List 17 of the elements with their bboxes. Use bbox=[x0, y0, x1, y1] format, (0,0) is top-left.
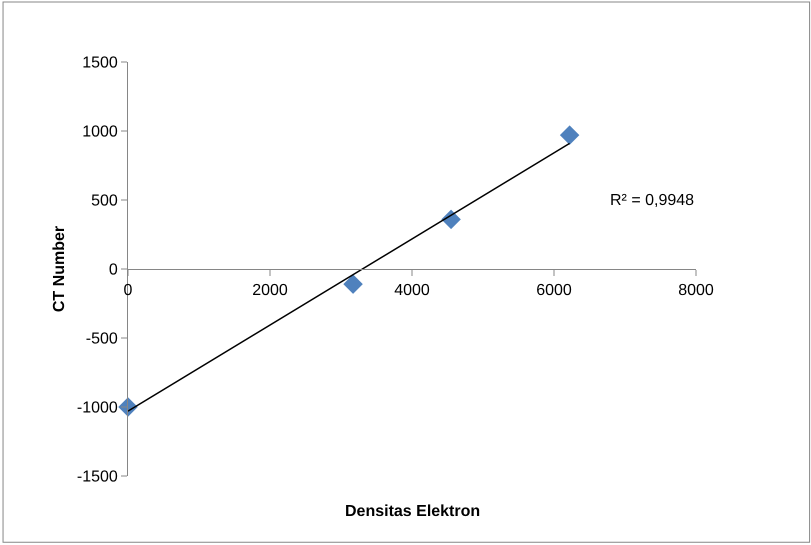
x-tick-label: 8000 bbox=[678, 282, 714, 300]
y-tick-label: -1500 bbox=[76, 468, 118, 486]
x-axis-title: Densitas Elektron bbox=[345, 503, 480, 520]
y-tick-label: 1500 bbox=[82, 54, 118, 72]
y-tick-label: -500 bbox=[86, 330, 118, 348]
x-tick-label: 4000 bbox=[394, 282, 430, 300]
y-tick-label: 500 bbox=[91, 192, 118, 210]
point bbox=[560, 125, 580, 145]
y-tick-label: 1000 bbox=[82, 124, 118, 141]
y-axis-title: CT Number bbox=[50, 226, 68, 312]
annotation: R² = 0,9948 bbox=[610, 192, 694, 209]
point bbox=[343, 274, 363, 294]
x-tick-label: 0 bbox=[124, 282, 133, 300]
x-tick-label: 2000 bbox=[252, 282, 288, 300]
x-tick-label: 6000 bbox=[536, 282, 572, 300]
y-tick-label: -1000 bbox=[76, 400, 118, 417]
y-tick-label: 0 bbox=[108, 262, 118, 279]
